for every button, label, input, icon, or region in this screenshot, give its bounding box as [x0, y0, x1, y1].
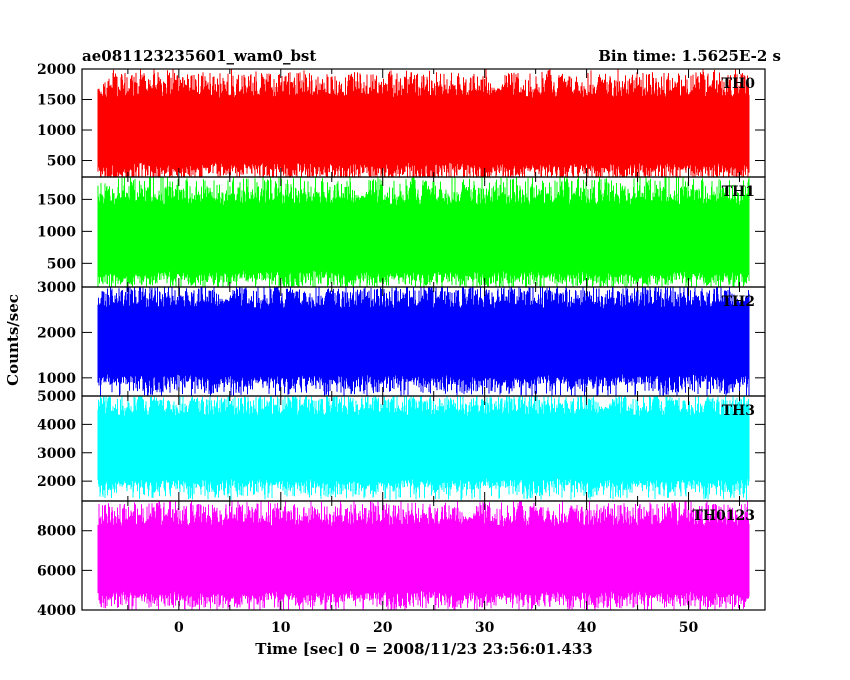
panels-group: 500100015002000TH050010001500TH110002000…: [37, 62, 766, 636]
series-trace-th2: [97, 287, 750, 396]
x-tick-label: 40: [577, 620, 597, 636]
y-tick-label: 3000: [37, 280, 76, 296]
x-tick-label: 0: [174, 620, 184, 636]
y-tick-label: 2000: [37, 474, 76, 490]
y-tick-label: 1000: [37, 371, 76, 387]
panel-th3: 2000 3000 4000 5000 TH3: [37, 389, 766, 502]
panel-label: TH1: [722, 184, 755, 200]
x-tick-label: 20: [373, 620, 393, 636]
y-tick-label: 5000: [37, 389, 76, 405]
panel-label: TH2: [722, 294, 755, 310]
y-axis-title: Counts/sec: [4, 294, 22, 386]
panel-th0123: 4000 6000 8000 TH0123: [37, 500, 766, 619]
series-trace-th0: [97, 69, 750, 177]
x-axis-title: Time [sec] 0 = 2008/11/23 23:56:01.433: [255, 640, 592, 658]
y-tick-label: 4000: [37, 417, 76, 433]
y-tick-label: 2000: [37, 325, 76, 341]
panel-th1: 500 1000 1500 TH1: [37, 176, 766, 288]
y-tick-label: 1500: [37, 93, 76, 109]
y-tick-label: 3000: [37, 446, 76, 462]
chart-header-left: ae081123235601_wam0_bst: [82, 47, 316, 65]
y-tick-label: 1500: [37, 192, 76, 208]
panel-frame: [81, 500, 766, 611]
y-tick-label: 500: [47, 154, 76, 170]
panel-label: TH0123: [692, 508, 755, 524]
y-tick-label: 2000: [37, 62, 76, 78]
y-tick-label: 8000: [37, 524, 76, 540]
x-tick-label: 10: [271, 620, 291, 636]
series-trace-th0123: [97, 501, 750, 610]
y-tick-label: 1000: [37, 123, 76, 139]
y-tick-label: 6000: [37, 563, 76, 579]
panel-th2: 1000 2000 3000 TH2: [37, 280, 766, 397]
panel-label: TH0: [722, 76, 756, 92]
y-tick-label: 4000: [37, 603, 76, 619]
panel-label: TH3: [722, 403, 755, 419]
series-trace-th3: [97, 396, 750, 501]
y-tick-label: 1000: [37, 224, 76, 240]
x-tick-label: 50: [679, 620, 699, 636]
series-trace-th1: [97, 177, 750, 287]
panel-th0: 500 1000 1500 2000 TH0: [37, 62, 766, 178]
x-tick-label: 30: [475, 620, 495, 636]
y-tick-label: 500: [47, 256, 76, 272]
chart-header-right: Bin time: 1.5625E-2 s: [598, 47, 781, 65]
